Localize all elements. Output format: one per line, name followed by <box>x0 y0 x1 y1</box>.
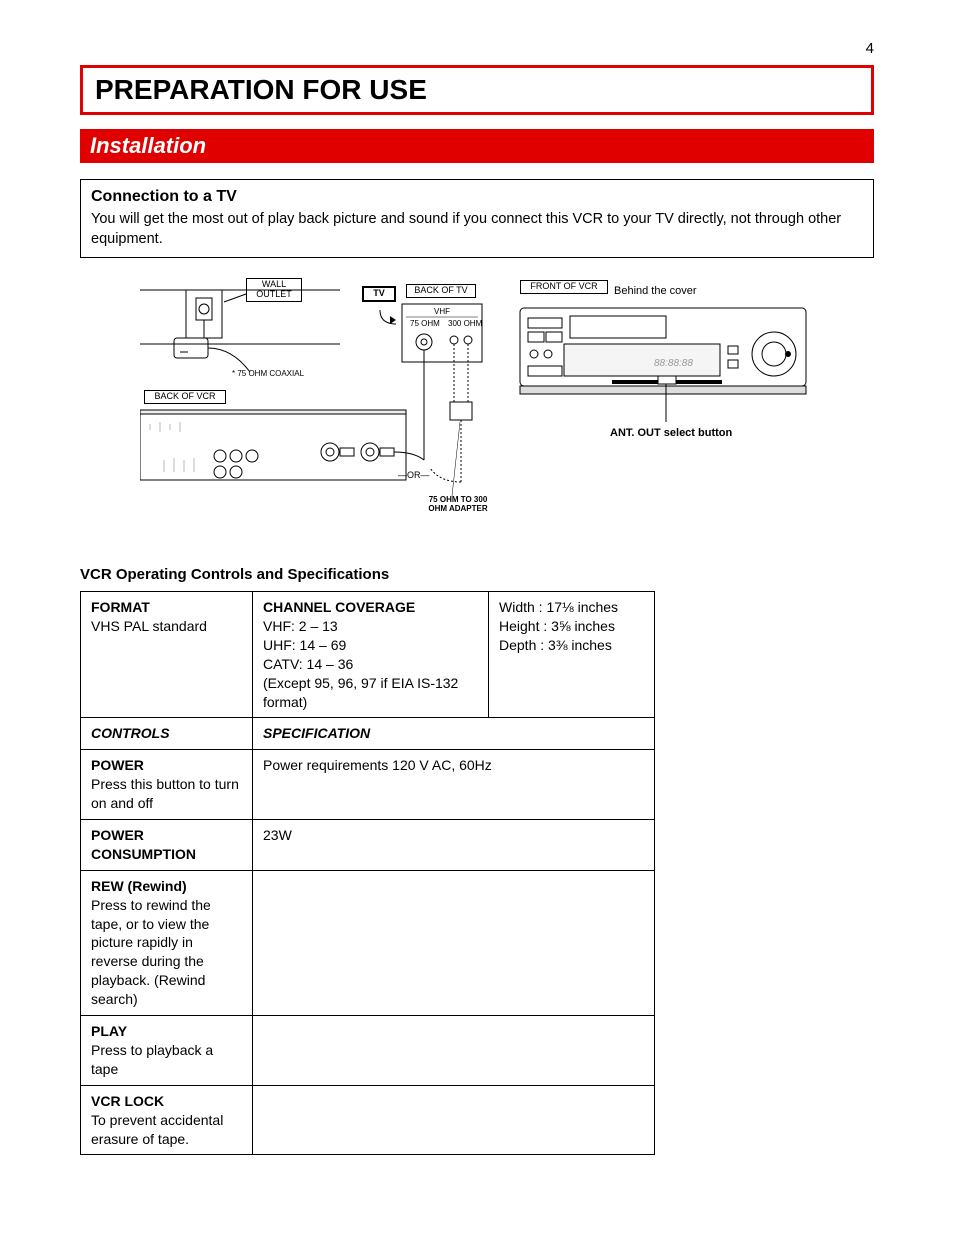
connection-diagram: WALL OUTLET * 75 OHM COAXIAL TV BACK OF … <box>80 272 874 522</box>
table-row: PLAY Press to playback a tape <box>81 1016 655 1086</box>
format-header: FORMAT <box>91 598 242 617</box>
controls-subhead: CONTROLS <box>91 725 170 741</box>
section-title: PREPARATION FOR USE <box>95 74 859 106</box>
connection-text: You will get the most out of play back p… <box>91 210 863 249</box>
channel-header: CHANNEL COVERAGE <box>263 598 478 617</box>
table-row: POWER CONSUMPTION 23W <box>81 820 655 871</box>
power-desc: Press this button to turn on and off <box>91 775 242 813</box>
back-of-vcr-diagram: WALL OUTLET * 75 OHM COAXIAL TV BACK OF … <box>140 272 490 522</box>
back-of-vcr-label: BACK OF VCR <box>144 390 226 404</box>
three-hundred-ohm-label: 300 OHM <box>448 319 483 328</box>
vhf-label: VHF <box>434 307 450 316</box>
power-spec: Power requirements 120 V AC, 60Hz <box>253 750 655 820</box>
svg-text:88:88:88: 88:88:88 <box>654 358 693 369</box>
dimensions-value: Width : 17⅛ inches Height : 3⅝ inches De… <box>499 598 644 655</box>
adapter-label: 75 OHM TO 300 OHM ADAPTER <box>426 496 490 514</box>
play-desc: Press to playback a tape <box>91 1041 242 1079</box>
vcr-lock-header: VCR LOCK <box>91 1092 242 1111</box>
back-of-tv-label: BACK OF TV <box>406 284 476 298</box>
spec-table: FORMAT VHS PAL standard CHANNEL COVERAGE… <box>80 591 655 1155</box>
vcr-lock-spec <box>253 1085 655 1155</box>
behind-cover-label: Behind the cover <box>614 285 697 297</box>
play-header: PLAY <box>91 1022 242 1041</box>
page-number: 4 <box>80 40 874 57</box>
coax-label: * 75 OHM COAXIAL <box>232 369 305 378</box>
ant-out-label: ANT. OUT select button <box>610 427 733 439</box>
rew-desc: Press to rewind the tape, or to view the… <box>91 896 242 1009</box>
installation-bar: Installation <box>80 129 874 163</box>
table-row: VCR LOCK To prevent accidental erasure o… <box>81 1085 655 1155</box>
power-header: POWER <box>91 756 242 775</box>
format-value: VHS PAL standard <box>91 617 242 636</box>
specification-subhead: SPECIFICATION <box>263 725 370 741</box>
power-consumption-header: POWER CONSUMPTION <box>91 826 242 864</box>
rew-header: REW (Rewind) <box>91 877 242 896</box>
or-label: —OR— <box>398 470 430 480</box>
table-row: POWER Press this button to turn on and o… <box>81 750 655 820</box>
connection-title: Connection to a TV <box>91 188 863 206</box>
table-title: VCR Operating Controls and Specification… <box>80 566 874 583</box>
rew-spec <box>253 870 655 1015</box>
connection-outline: Connection to a TV You will get the most… <box>80 179 874 258</box>
table-row: FORMAT VHS PAL standard CHANNEL COVERAGE… <box>81 592 655 718</box>
channel-value: VHF: 2 – 13 UHF: 14 – 69 CATV: 14 – 36 (… <box>263 617 478 711</box>
seventy-five-ohm-label: 75 OHM <box>410 319 440 328</box>
table-row: CONTROLS SPECIFICATION <box>81 718 655 750</box>
play-spec <box>253 1016 655 1086</box>
tv-label: TV <box>362 286 396 302</box>
section-header-box: PREPARATION FOR USE <box>80 65 874 115</box>
front-of-vcr-diagram: FRONT OF VCR Behind the cover 88:88:88 A… <box>514 272 814 522</box>
front-of-vcr-label: FRONT OF VCR <box>520 280 608 294</box>
table-row: REW (Rewind) Press to rewind the tape, o… <box>81 870 655 1015</box>
power-consumption-spec: 23W <box>253 820 655 871</box>
vcr-lock-desc: To prevent accidental erasure of tape. <box>91 1111 242 1149</box>
